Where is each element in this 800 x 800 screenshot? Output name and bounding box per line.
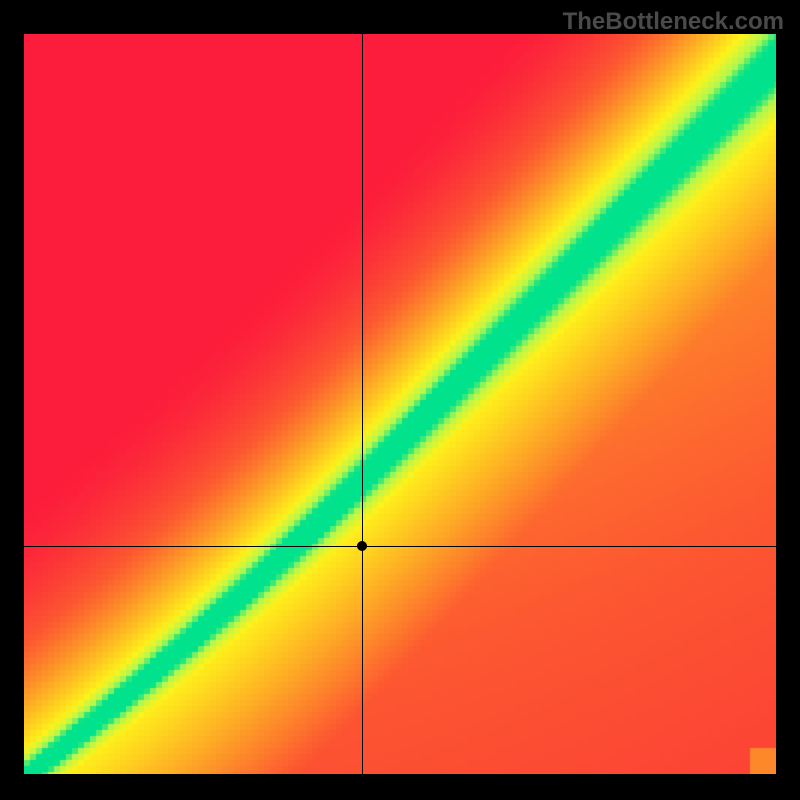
heatmap-plot <box>24 34 776 774</box>
crosshair-point <box>357 541 367 551</box>
watermark-text: TheBottleneck.com <box>563 8 784 36</box>
chart-container: TheBottleneck.com <box>0 0 800 800</box>
crosshair-vertical <box>362 34 363 774</box>
heatmap-canvas <box>24 34 776 774</box>
crosshair-horizontal <box>24 546 776 547</box>
